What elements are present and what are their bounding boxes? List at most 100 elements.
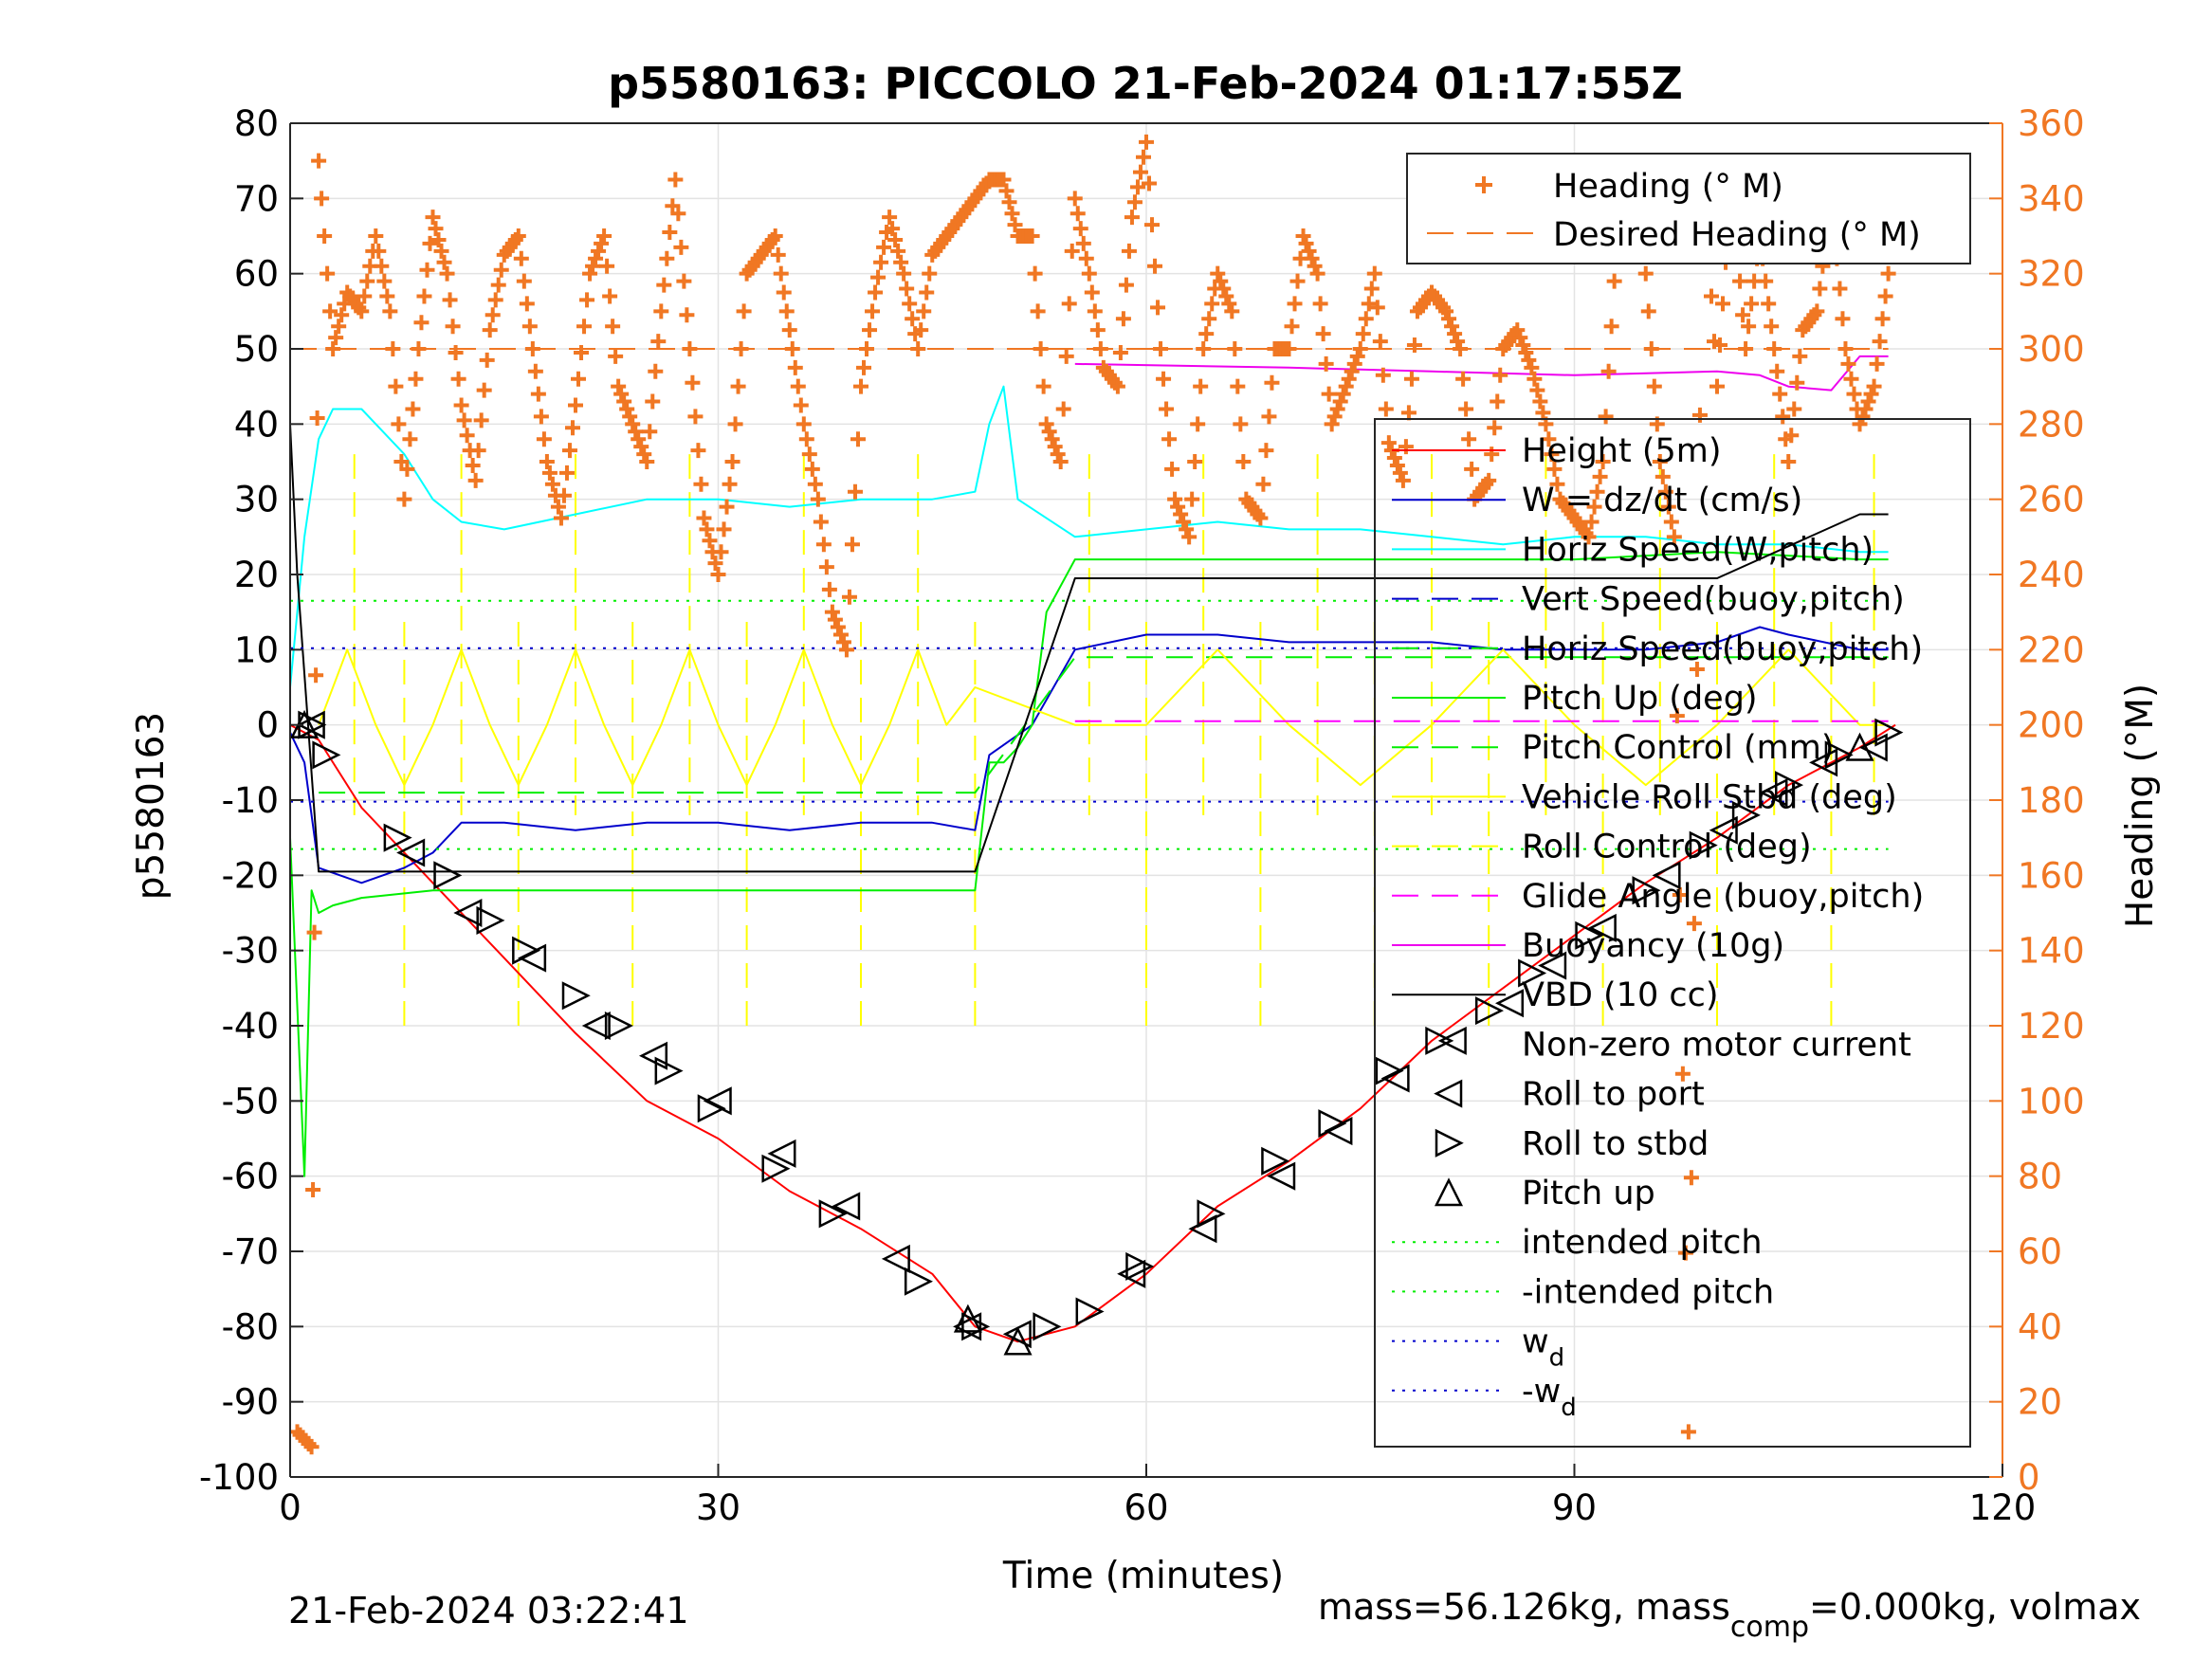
heading-point [1233,416,1249,432]
heading-point [844,537,860,553]
heading-point [1789,374,1805,391]
heading-point [1386,450,1402,466]
heading-point [1341,371,1357,387]
heading-point [856,359,872,375]
heading-point [670,206,686,222]
y-tick-label: -90 [222,1382,279,1423]
heading-point [625,416,641,432]
heading-point [801,447,817,463]
heading-point [815,537,832,553]
heading-point [1050,447,1066,463]
heading-point [556,487,572,503]
legend-main-entry: Non-zero motor current [1522,1026,1911,1064]
y-right-tick-label: 360 [2018,103,2085,144]
heading-point [1164,461,1180,477]
y-right-tick-label: 240 [2018,555,2085,595]
heading-point [303,1439,320,1455]
roll-to-stbd-marker [383,823,412,852]
roll-to-stbd-marker [1575,921,1604,950]
heading-point [1744,296,1760,312]
heading-point [1044,431,1060,447]
y-tick-label: -80 [222,1306,279,1347]
heading-point [835,634,851,650]
series-buoyancy-10g [1074,355,1889,392]
footer-timestamp: 21-Feb-2024 03:22:41 [288,1590,689,1632]
heading-point [1161,431,1178,447]
heading-point [853,378,868,394]
legend-main-entry: intended pitch [1522,1224,1763,1262]
heading-point [850,431,866,447]
heading-point [588,250,604,266]
heading-point [1843,371,1859,387]
heading-point [1038,416,1054,432]
heading-point [470,443,486,459]
heading-point [1541,431,1557,447]
heading-point [810,491,826,507]
roll-to-stbd-marker [1731,800,1761,830]
y-right-tick-label: 200 [2018,705,2085,746]
heading-point [667,172,684,188]
heading-point [510,228,526,244]
heading-point [1281,341,1297,356]
heading-point [550,499,566,515]
legend-main-entry: Horiz Speed(W,pitch) [1522,531,1874,569]
heading-point [1674,1066,1691,1082]
heading-point [1709,378,1725,394]
heading-point [1549,476,1565,492]
heading-point [887,231,904,247]
heading-point [1366,265,1382,282]
roll-to-port-marker [1117,1259,1146,1288]
heading-point [1769,363,1785,379]
heading-point [1252,510,1269,526]
heading-point [1352,341,1368,356]
heading-point [1395,472,1411,488]
heading-point [1067,191,1083,207]
heading-point [1358,311,1374,327]
heading-point [899,281,915,297]
legend-main-entry: -intended pitch [1522,1273,1774,1311]
heading-point [784,341,800,356]
heading-point [1129,179,1145,195]
heading-point [456,412,472,428]
heading-point [602,288,618,304]
heading-point [818,559,834,575]
y-tick-label: -70 [222,1231,279,1272]
heading-point [1312,296,1328,312]
y-tick-label: 10 [234,629,279,670]
heading-point [1772,386,1788,402]
heading-point [1535,405,1551,421]
heading-point [524,341,540,356]
heading-point [305,1181,321,1197]
heading-point [1064,243,1080,259]
heading-point [1761,296,1777,312]
heading-point [1544,447,1560,463]
y-right-tick-label: 80 [2018,1157,2062,1197]
heading-point [1298,235,1314,251]
heading-point [1001,194,1017,210]
legend-main-entry: Vehicle Roll Stbd (deg) [1522,778,1897,816]
heading-point [1603,319,1619,335]
heading-point [896,265,912,282]
heading-point [521,319,538,335]
heading-point [1176,514,1192,530]
heading-point [1150,300,1166,316]
heading-point [868,284,884,301]
series-vehicle-roll-stbd-deg [318,648,1889,787]
heading-point [1052,454,1069,469]
heading-point [1058,348,1074,364]
roll-to-stbd-marker [1125,1251,1155,1281]
heading-point [813,514,829,530]
heading-point [1378,401,1394,417]
heading-point [767,228,783,244]
heading-point [371,243,387,259]
heading-point [1840,356,1856,372]
heading-point [787,359,803,375]
legend-main-entry: Pitch Control (mm) [1522,729,1834,767]
heading-point [465,457,481,473]
roll-to-port-marker [1538,951,1567,980]
heading-point [582,265,598,282]
heading-point [1703,288,1719,304]
heading-point [428,221,444,237]
chart-title: p5580163: PICCOLO 21-Feb-2024 01:17:55Z [608,58,1683,109]
